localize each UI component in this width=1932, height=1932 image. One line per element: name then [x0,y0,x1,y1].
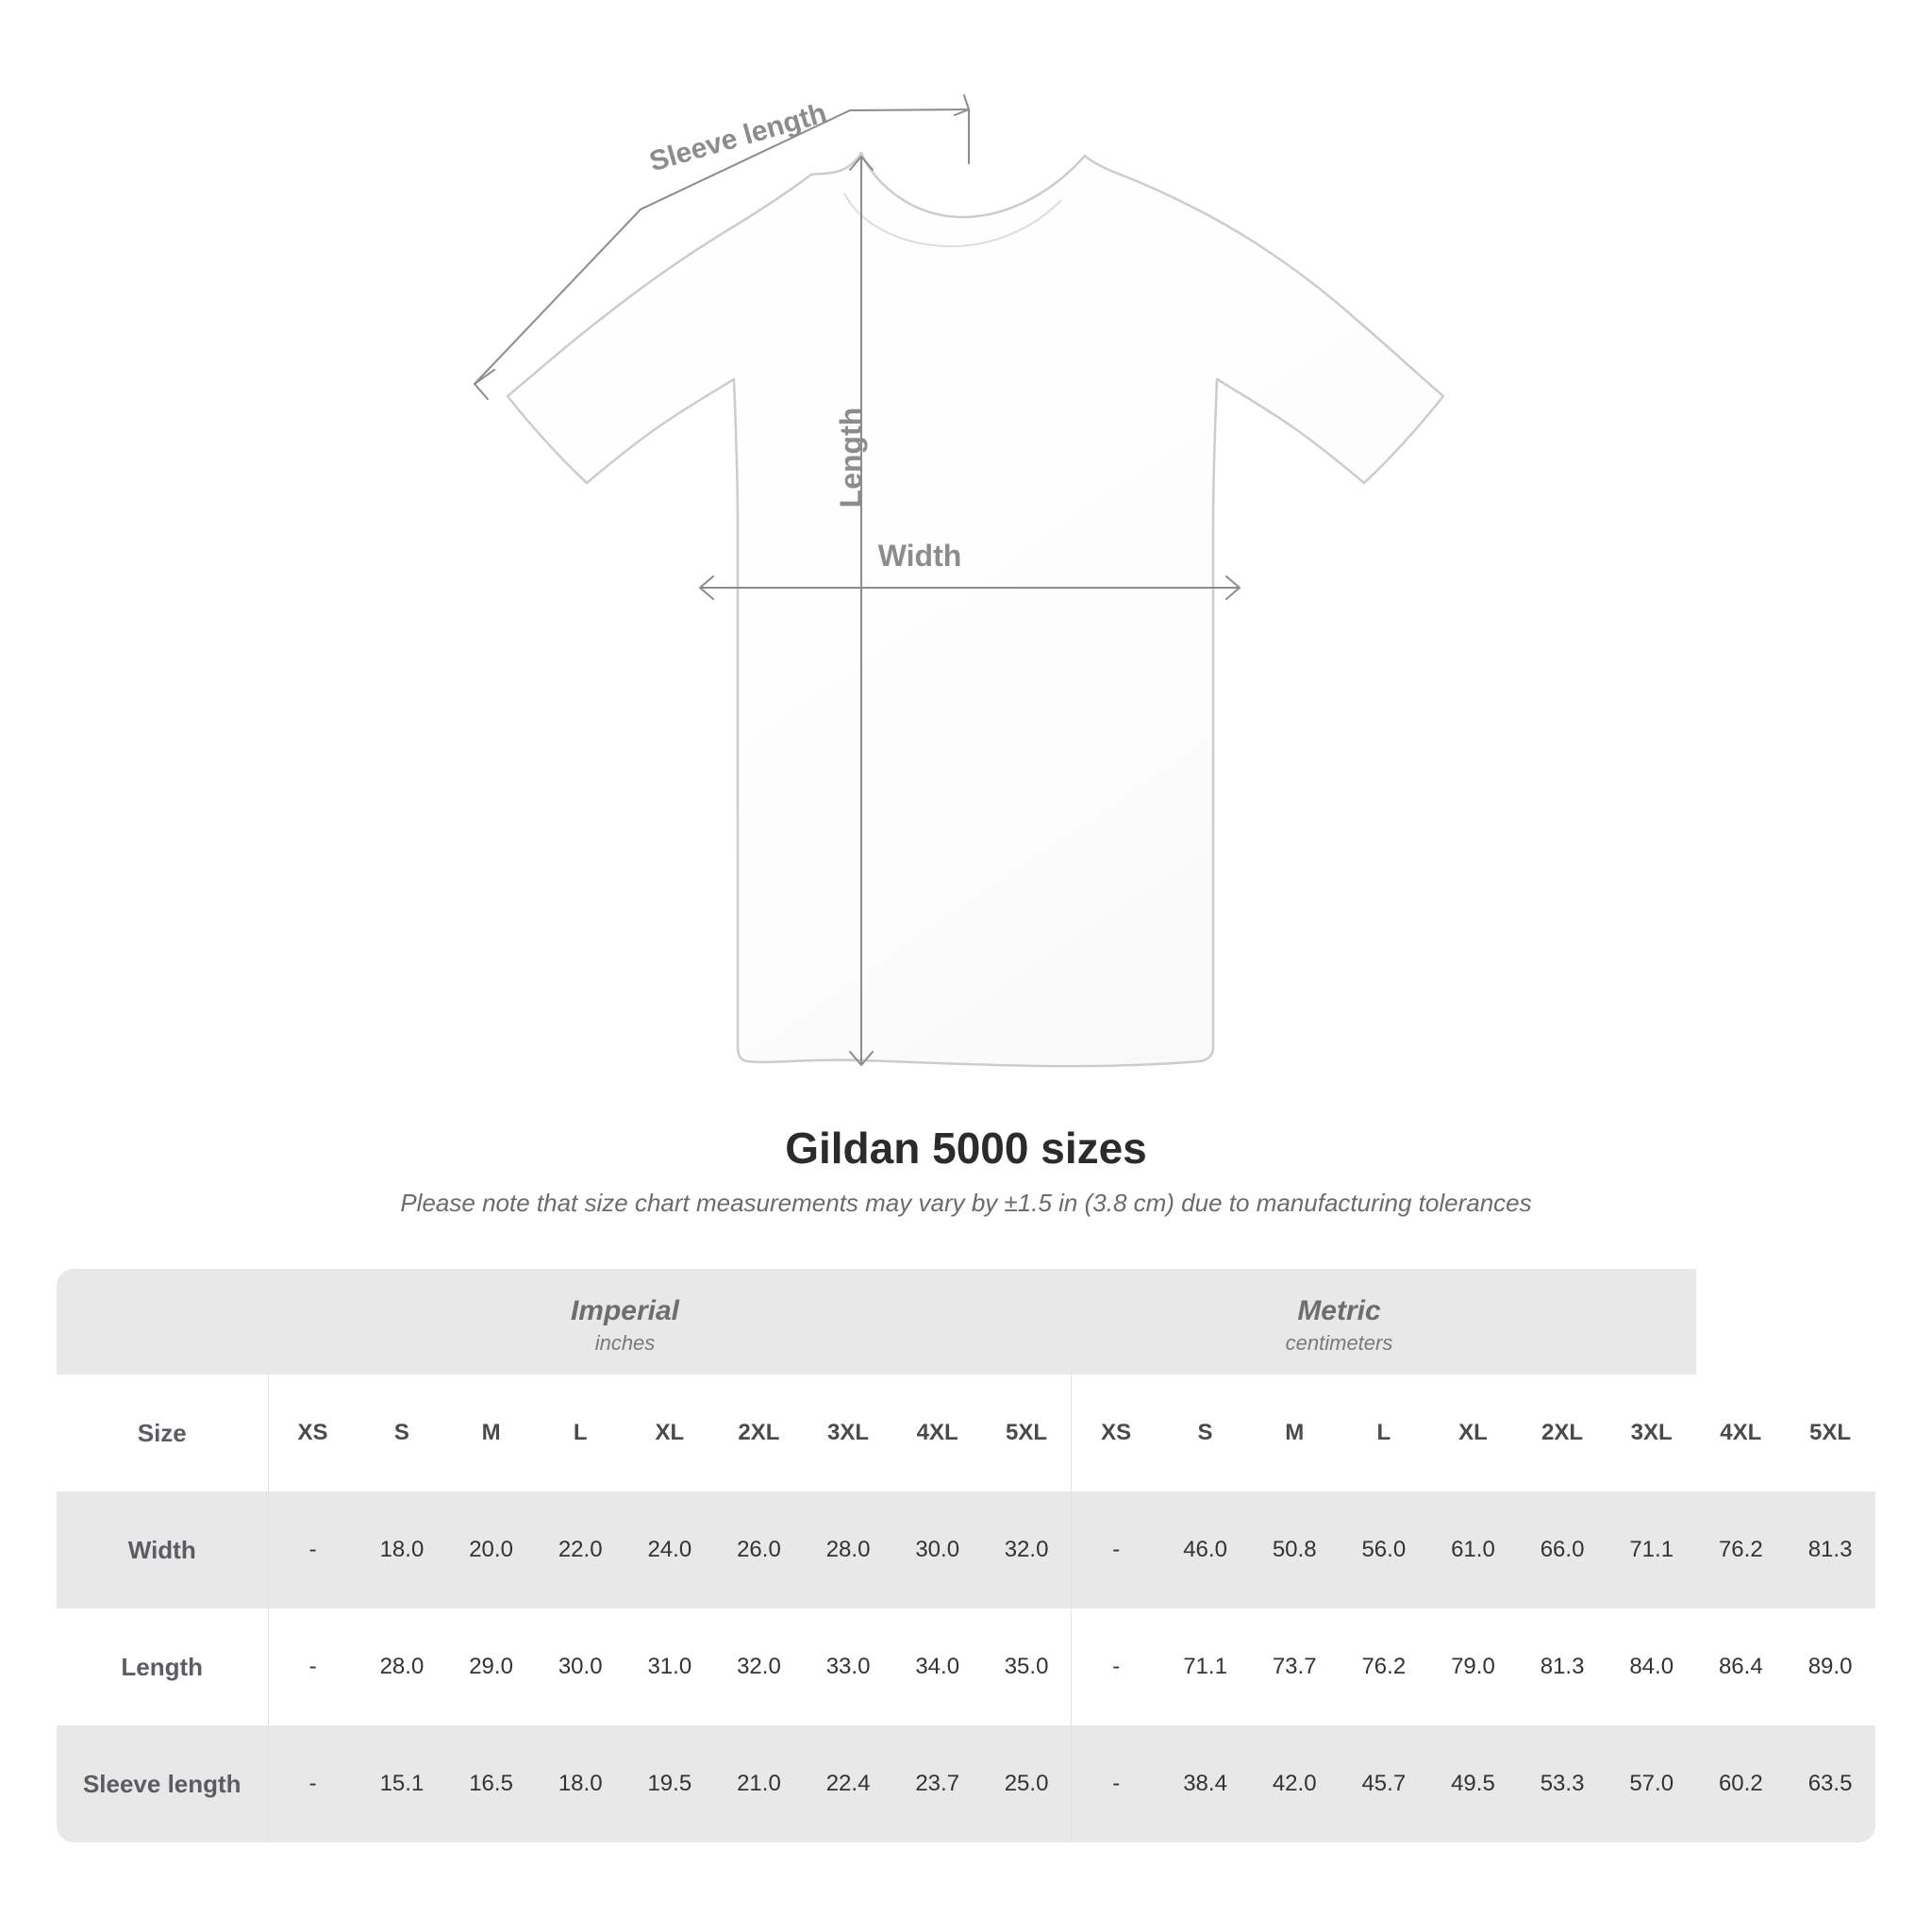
svg-text:Length: Length [834,408,868,508]
svg-text:Width: Width [878,539,962,573]
svg-text:Sleeve length: Sleeve length [646,97,830,177]
